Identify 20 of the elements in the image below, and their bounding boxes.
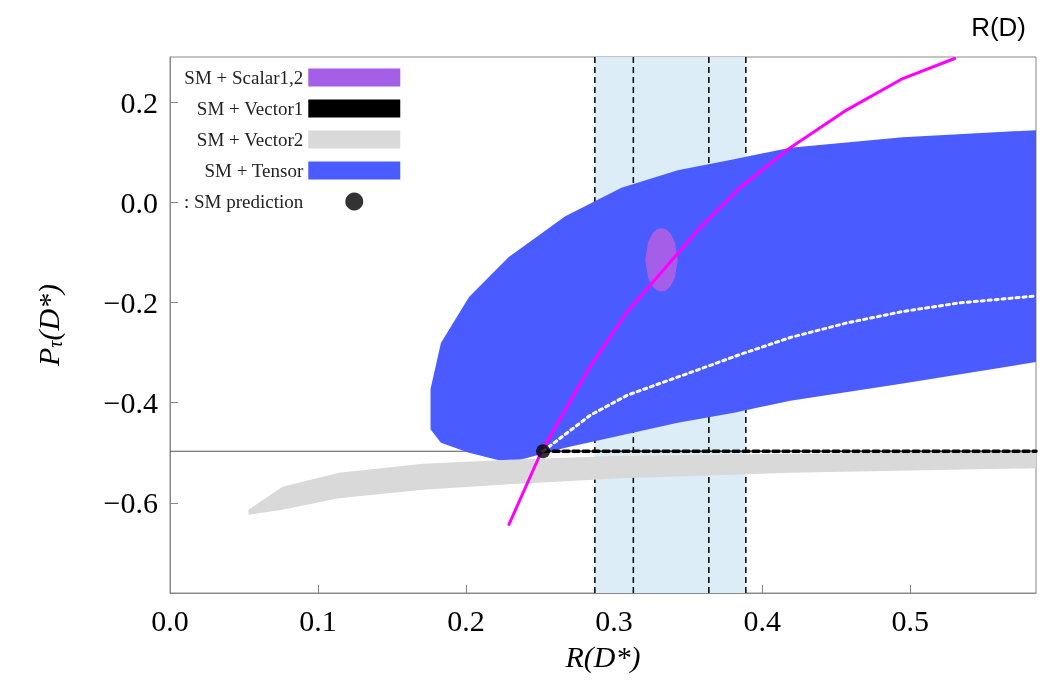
legend-label: SM + Vector2 — [196, 129, 304, 150]
x-tick-label: 0.3 — [595, 603, 633, 637]
legend-label: : SM prediction — [183, 191, 304, 212]
legend-label: SM + Scalar1,2 — [184, 67, 304, 88]
x-tick-label: 0.2 — [447, 603, 485, 637]
text: R(D) — [971, 12, 1027, 42]
y-tick-label: 0.2 — [120, 85, 158, 119]
y-axis-title: Pτ(D*) — [31, 283, 66, 368]
x-axis-title: R(D*) — [564, 639, 641, 674]
x-tick-label: 0.4 — [743, 603, 781, 637]
x-tick-label: 0.5 — [891, 603, 929, 637]
y-tick-label: 0.0 — [120, 185, 158, 219]
y-tick-label: −0.6 — [103, 486, 158, 520]
x-tick-label: 0.0 — [151, 603, 189, 637]
legend-label: SM + Vector1 — [196, 98, 304, 119]
x-tick-label: 0.1 — [299, 603, 337, 637]
y-tick-label: −0.4 — [103, 386, 158, 420]
y-tick-label: −0.2 — [103, 285, 158, 319]
line-series — [507, 57, 957, 526]
legend-label: SM + Tensor — [204, 160, 304, 181]
